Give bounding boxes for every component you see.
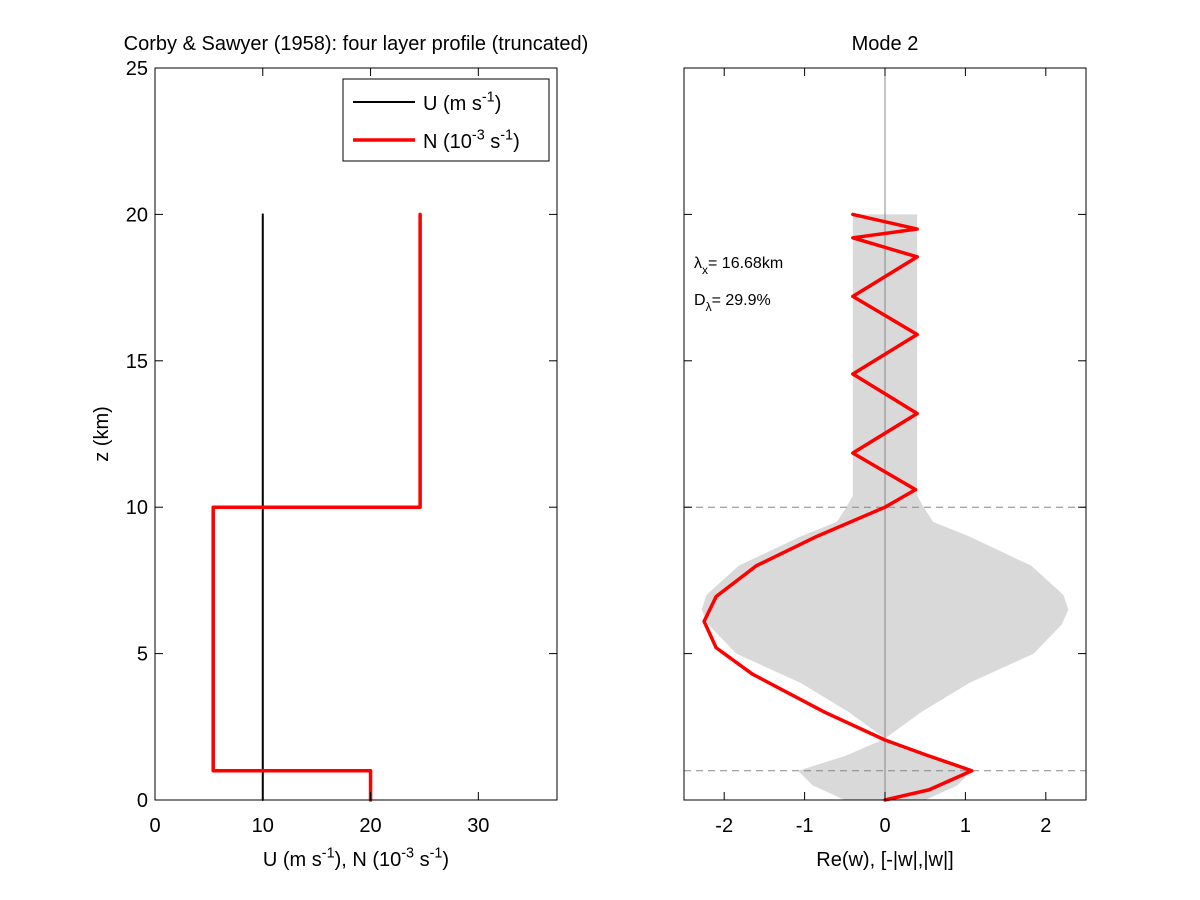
y-tick-label: 5 <box>137 644 148 666</box>
chart-title: Mode 2 <box>852 33 919 55</box>
y-tick-label: 20 <box>126 204 148 226</box>
x-axis-label: Re(w), [-|w|,|w|] <box>816 849 953 871</box>
legend-box <box>342 78 550 162</box>
x-tick-label: 2 <box>1040 815 1051 837</box>
legend-label: U (m s-1) <box>423 90 501 115</box>
y-tick-label: 0 <box>137 790 148 812</box>
x-tick-label: 1 <box>960 815 971 837</box>
right-panel-mode-2: -2 -1 0 1 2 Mode 2 Re(w), [-|w|,|w|] λx= 16.68k… <box>683 33 1087 871</box>
series-line <box>211 212 422 802</box>
series-line <box>702 212 974 802</box>
annotation-text: λx= 16.68km <box>694 255 783 277</box>
x-tick-label: 10 <box>252 815 274 837</box>
x-tick-label: -1 <box>796 815 814 837</box>
x-tick-label: 30 <box>467 815 489 837</box>
plot-area <box>155 68 557 800</box>
left-panel-profile: 0 10 20 30 0 5 10 15 20 25 Corby & Sawyer (1958): … <box>91 33 588 871</box>
x-axis-label: U (m s-1), N (10-3 s-1) <box>263 846 449 871</box>
y-tick-label: 25 <box>126 58 148 80</box>
y-tick-label: 10 <box>126 497 148 519</box>
y-axis-label: z (km) <box>91 406 113 462</box>
x-tick-label: 0 <box>879 815 890 837</box>
axes-box <box>154 67 558 801</box>
x-tick-label: 20 <box>359 815 381 837</box>
legend-label: N (10-3 s-1) <box>423 128 520 153</box>
chart-title: Corby & Sawyer (1958): four layer profil… <box>124 33 589 55</box>
annotation-text: Dλ= 29.9% <box>694 292 771 314</box>
y-tick-label: 15 <box>126 351 148 373</box>
x-tick-label: 0 <box>149 815 160 837</box>
x-tick-label: -2 <box>715 815 733 837</box>
